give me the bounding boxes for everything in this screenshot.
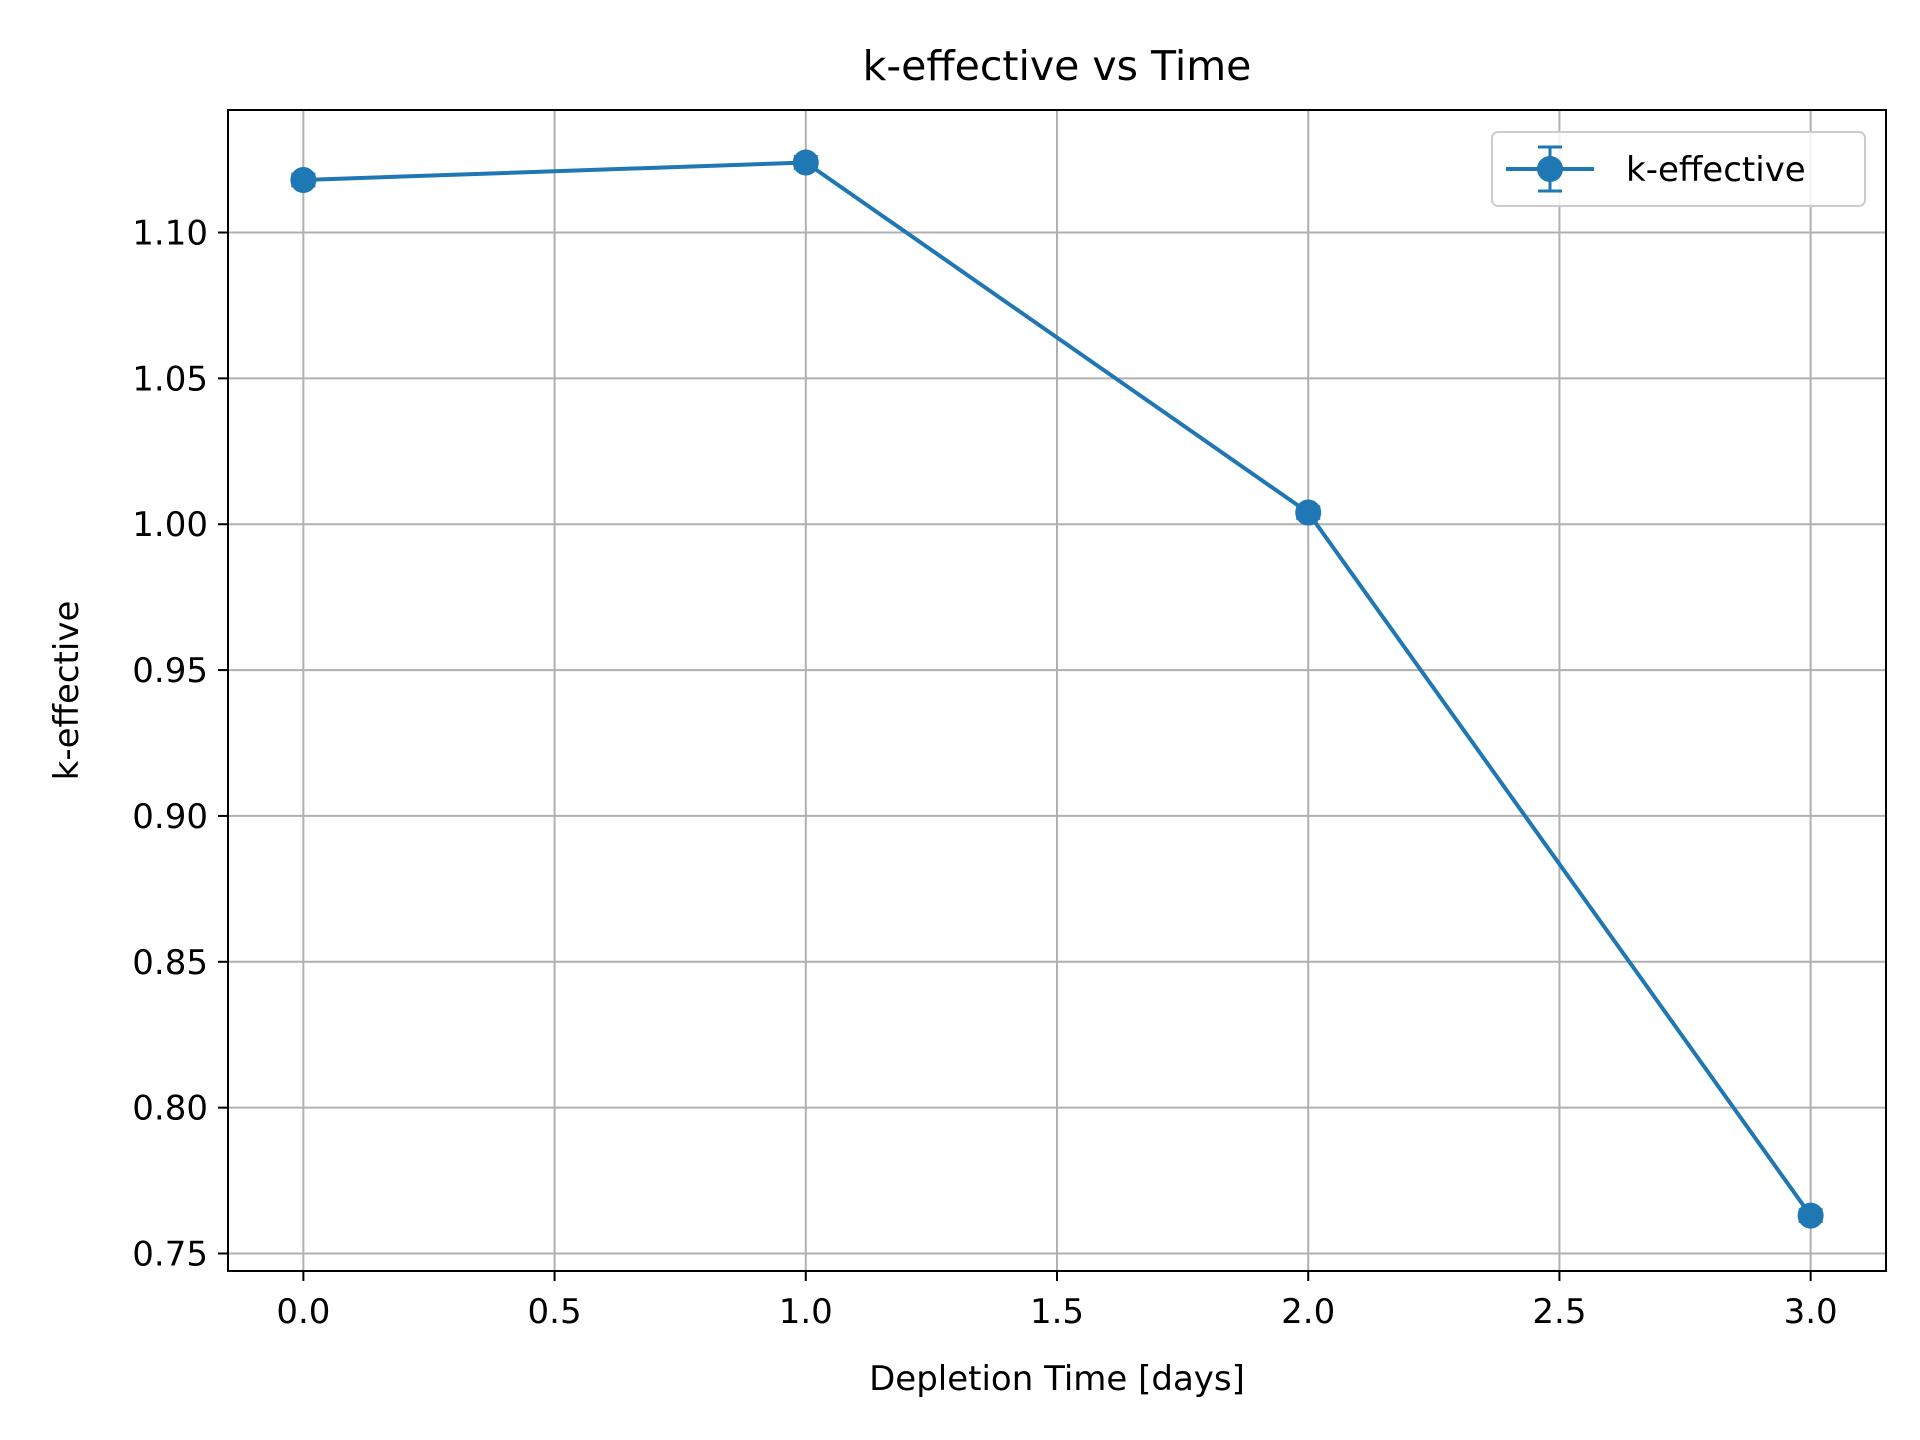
- x-tick-label-2: 1.0: [779, 1292, 833, 1332]
- data-point-1: [792, 149, 819, 176]
- y-tick-label-5: 1.00: [132, 505, 208, 545]
- x-tick-label-0: 0.0: [276, 1292, 330, 1332]
- y-tick-label-3: 0.90: [132, 797, 208, 837]
- y-tick-label-4: 0.95: [132, 651, 208, 691]
- y-tick-label-1: 0.80: [132, 1089, 208, 1129]
- data-point-3: [1797, 1202, 1824, 1229]
- x-tick-label-1: 0.5: [528, 1292, 582, 1332]
- y-tick-label-6: 1.05: [132, 359, 208, 399]
- legend-label: k-effective: [1626, 150, 1806, 190]
- data-point-2: [1295, 499, 1322, 526]
- series-0: [290, 149, 1824, 1229]
- plot-area: 0.0 0.5 1.0 1.5 2.0 2.5 3.0 0.75 0.80 0.85 0.90 0.9…: [132, 109, 1887, 1332]
- x-axis-title: Depletion Time [days]: [869, 1359, 1245, 1399]
- gridlines: [228, 110, 1886, 1271]
- chart-title: k-effective vs Time: [863, 42, 1252, 90]
- legend-frame: [1491, 131, 1866, 207]
- series-line-0: [303, 160, 1813, 1217]
- y-tick-label-2: 0.85: [132, 943, 208, 983]
- y-tick-label-0: 0.75: [132, 1234, 208, 1274]
- x-tick-label-5: 2.5: [1532, 1292, 1586, 1332]
- y-axis-ticks: 0.75 0.80 0.85 0.90 0.95 1.00 1.05 1.10: [132, 214, 228, 1274]
- legend: k-effective: [1491, 131, 1866, 207]
- y-tick-label-7: 1.10: [132, 214, 208, 254]
- x-axis-ticks: 0.0 0.5 1.0 1.5 2.0 2.5 3.0: [276, 1271, 1838, 1332]
- legend-swatch-marker: [1537, 156, 1563, 182]
- x-tick-label-6: 3.0: [1784, 1292, 1838, 1332]
- x-tick-label-3: 1.5: [1030, 1292, 1084, 1332]
- data-point-0: [290, 167, 317, 194]
- y-axis-title: k-effective: [47, 601, 87, 781]
- x-tick-label-4: 2.0: [1281, 1292, 1335, 1332]
